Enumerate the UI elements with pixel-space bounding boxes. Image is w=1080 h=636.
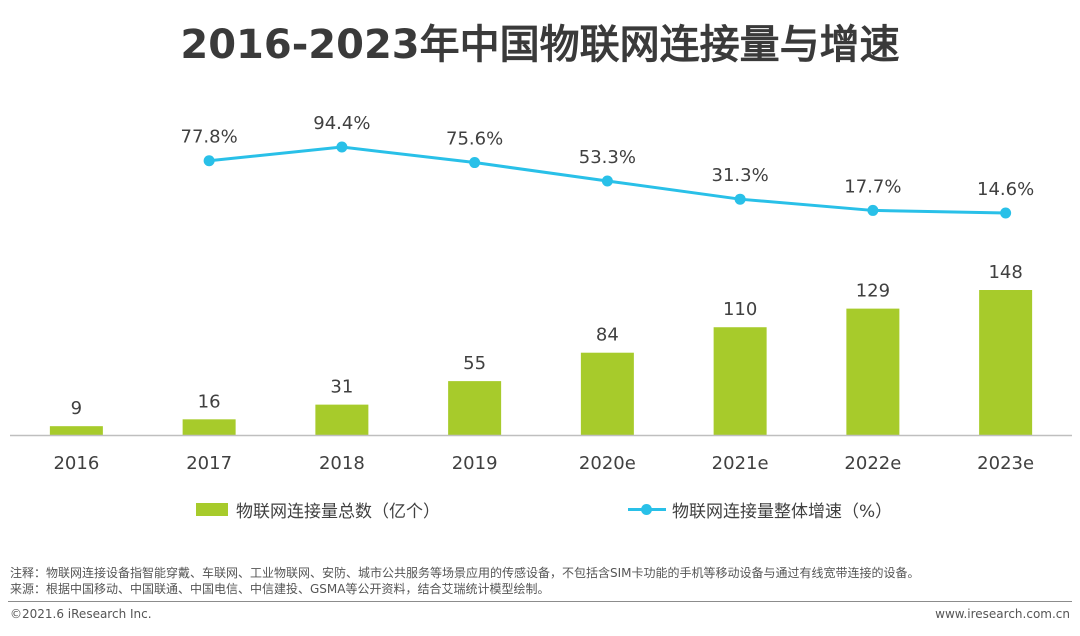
legend-bar-swatch xyxy=(196,502,228,516)
x-tick-label: 2016 xyxy=(53,453,99,474)
x-tick-label: 2017 xyxy=(186,453,232,474)
legend-line-series: 物联网连接量整体增速（%） xyxy=(628,497,893,522)
page-title: 2016-2023年中国物联网连接量与增速 xyxy=(180,22,900,68)
chart-canvas: 9 16 31 55 84 110 129 148 2016 2017 2018 2019 2020e 2… xyxy=(10,113,1072,474)
bar xyxy=(49,426,103,435)
growth-value-label: 77.8% xyxy=(181,127,238,148)
growth-value-label: 94.4% xyxy=(313,113,370,134)
growth-point xyxy=(469,157,481,169)
growth-value-label: 14.6% xyxy=(977,179,1034,200)
growth-point xyxy=(1000,207,1012,219)
growth-value-label: 75.6% xyxy=(446,129,503,150)
footer-divider xyxy=(8,601,1072,602)
x-tick-label: 2019 xyxy=(452,453,498,474)
bar-value-label: 148 xyxy=(988,262,1022,283)
bar xyxy=(713,327,767,435)
legend-line-swatch xyxy=(628,503,666,515)
legend-line-marker xyxy=(641,504,652,515)
growth-point xyxy=(203,155,215,167)
bar xyxy=(846,308,900,435)
notes: 注释：物联网连接设备指智能穿戴、车联网、工业物联网、安防、城市公共服务等场景应用… xyxy=(10,565,920,597)
bar xyxy=(580,352,634,435)
bar-value-label: 129 xyxy=(856,281,890,302)
x-tick-label: 2018 xyxy=(319,453,365,474)
growth-point xyxy=(867,204,879,216)
bar xyxy=(979,290,1033,435)
x-tick-label: 2023e xyxy=(977,453,1034,474)
note-line: 注释：物联网连接设备指智能穿戴、车联网、工业物联网、安防、城市公共服务等场景应用… xyxy=(10,566,920,580)
copyright: ©2021.6 iResearch Inc. xyxy=(10,607,152,621)
growth-point xyxy=(601,175,613,187)
growth-value-label: 17.7% xyxy=(844,176,901,197)
legend-bar-label: 物联网连接量总数（亿个） xyxy=(236,501,440,522)
bar-value-label: 55 xyxy=(463,353,486,374)
bar-value-label: 31 xyxy=(330,377,353,398)
bar-value-label: 16 xyxy=(198,391,221,412)
bar xyxy=(448,381,502,435)
bar-value-label: 9 xyxy=(71,398,82,419)
x-tick-label: 2020e xyxy=(579,453,636,474)
x-tick-label: 2022e xyxy=(844,453,901,474)
x-tick-label: 2021e xyxy=(712,453,769,474)
bar-value-label: 84 xyxy=(596,325,619,346)
growth-value-label: 53.3% xyxy=(579,147,636,168)
growth-value-label: 31.3% xyxy=(712,165,769,186)
growth-point xyxy=(336,141,348,153)
source-line: 来源：根据中国移动、中国联通、中国电信、中信建投、GSMA等公开资料，结合艾瑞统… xyxy=(10,582,550,596)
bar-value-label: 110 xyxy=(723,299,757,320)
growth-point xyxy=(734,193,746,205)
legend-bar-series: 物联网连接量总数（亿个） xyxy=(196,497,440,522)
bar xyxy=(315,404,369,435)
website: www.iresearch.com.cn xyxy=(935,607,1070,621)
bar xyxy=(182,419,236,435)
legend-line-label: 物联网连接量整体增速（%） xyxy=(672,501,893,522)
